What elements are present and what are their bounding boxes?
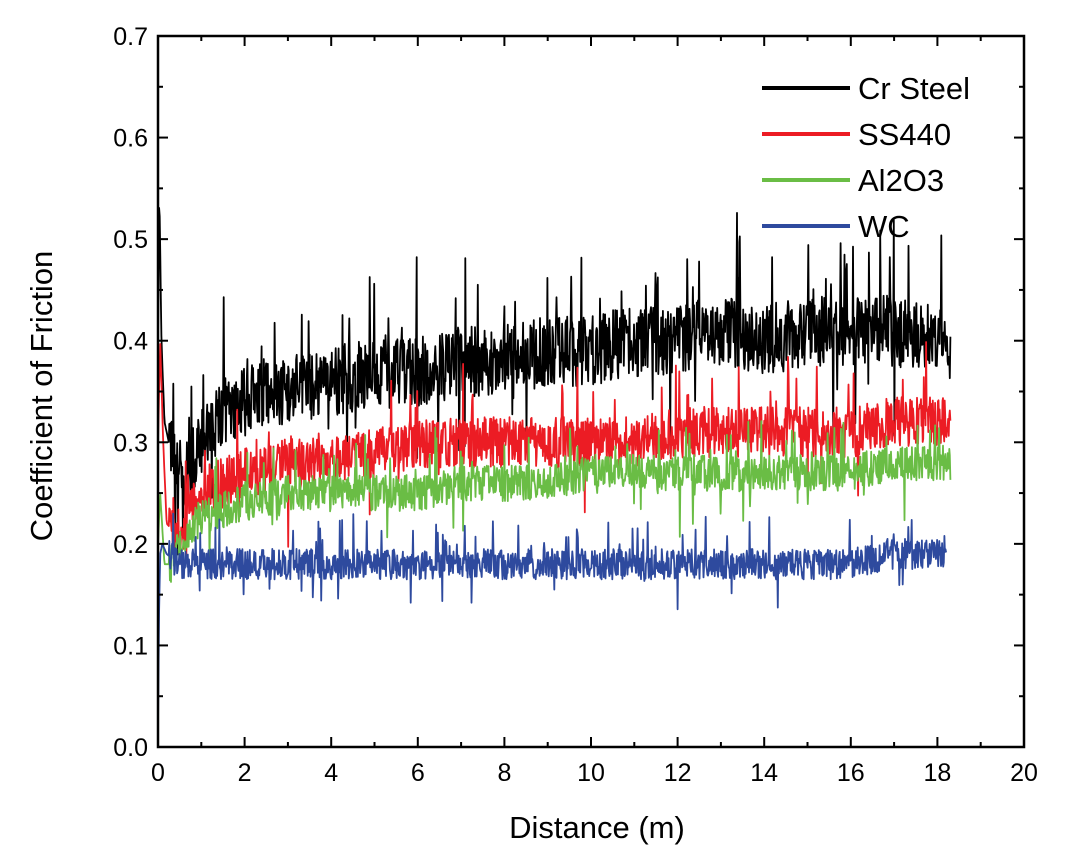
legend-label-wc: WC (858, 209, 910, 244)
x-tick-label: 0 (151, 759, 165, 787)
x-tick-label: 4 (324, 759, 338, 787)
y-tick-label: 0.7 (113, 23, 148, 51)
y-tick-label: 0.1 (113, 632, 148, 660)
series-line-wc (157, 512, 947, 727)
legend: Cr Steel SS440 Al2O3 WC (762, 71, 970, 244)
series-line-ss440 (157, 341, 952, 559)
y-tick-label: 0.2 (113, 531, 148, 559)
y-tick-label: 0.6 (113, 125, 148, 153)
y-tick-label: 0.4 (113, 328, 148, 356)
legend-label-al2o3: Al2O3 (858, 163, 944, 198)
x-tick-label: 14 (750, 759, 778, 787)
y-axis-title: Coefficient of Friction (24, 251, 59, 542)
x-tick-label: 6 (411, 759, 425, 787)
x-tick-label: 8 (497, 759, 511, 787)
series-line-al2o3 (157, 420, 952, 583)
legend-label-cr-steel: Cr Steel (858, 71, 970, 106)
x-tick-label: 16 (837, 759, 865, 787)
x-tick-label: 20 (1010, 759, 1038, 787)
series-layer (157, 207, 952, 727)
x-tick-label: 12 (664, 759, 692, 787)
x-tick-label: 18 (923, 759, 951, 787)
x-tick-label: 2 (238, 759, 252, 787)
series-line-cr-steel (157, 207, 952, 559)
y-tick-label: 0.3 (113, 429, 148, 457)
y-tick-label: 0.0 (113, 734, 148, 762)
ticks-layer: 0 2 4 6 8 10 12 14 16 18 20 0.0 0.1 0.2 0.3 0.4 0.5 0.6 0.… (113, 23, 1038, 787)
y-tick-label: 0.5 (113, 226, 148, 254)
x-axis-title: Distance (m) (509, 810, 685, 845)
legend-label-ss440: SS440 (858, 117, 951, 152)
x-tick-label: 10 (577, 759, 605, 787)
